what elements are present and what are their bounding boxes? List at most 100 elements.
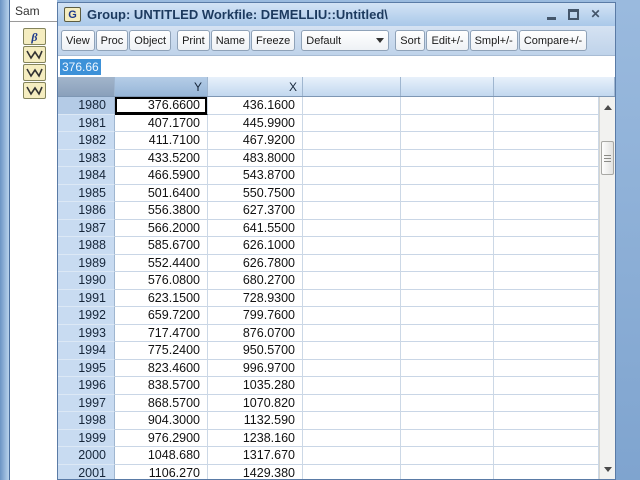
row-label[interactable]: 1985 xyxy=(58,184,115,202)
column-header-y[interactable]: Y xyxy=(115,77,208,96)
cell-empty[interactable] xyxy=(303,237,401,255)
cell-empty[interactable] xyxy=(303,307,401,325)
cell-empty[interactable] xyxy=(401,447,494,465)
vertical-scrollbar[interactable] xyxy=(599,97,615,479)
cell-x[interactable]: 876.0700 xyxy=(208,324,303,342)
cell-empty[interactable] xyxy=(494,324,599,342)
cell-empty[interactable] xyxy=(303,359,401,377)
cell-empty[interactable] xyxy=(401,132,494,150)
cell-empty[interactable] xyxy=(401,254,494,272)
cell-y[interactable]: 556.3800 xyxy=(115,202,208,220)
cell-empty[interactable] xyxy=(303,412,401,430)
cell-x[interactable]: 680.2700 xyxy=(208,272,303,290)
cell-x[interactable]: 626.1000 xyxy=(208,237,303,255)
toolbar-button-view[interactable]: View xyxy=(61,30,95,51)
cell-empty[interactable] xyxy=(494,394,599,412)
cell-empty[interactable] xyxy=(401,464,494,479)
row-label[interactable]: 1981 xyxy=(58,114,115,132)
series-icon[interactable] xyxy=(23,64,46,81)
cell-empty[interactable] xyxy=(494,447,599,465)
cell-x[interactable]: 445.9900 xyxy=(208,114,303,132)
cell-empty[interactable] xyxy=(303,394,401,412)
cell-y[interactable]: 775.2400 xyxy=(115,342,208,360)
cell-empty[interactable] xyxy=(303,254,401,272)
cell-x[interactable]: 1035.280 xyxy=(208,377,303,395)
cell-y[interactable]: 376.6600 xyxy=(115,97,208,115)
cell-empty[interactable] xyxy=(303,219,401,237)
cell-empty[interactable] xyxy=(303,447,401,465)
toolbar-button-freeze[interactable]: Freeze xyxy=(251,30,296,51)
cell-y[interactable]: 576.0800 xyxy=(115,272,208,290)
cell-empty[interactable] xyxy=(494,429,599,447)
cell-empty[interactable] xyxy=(401,219,494,237)
cell-x[interactable]: 550.7500 xyxy=(208,184,303,202)
cell-empty[interactable] xyxy=(303,289,401,307)
toolbar-button-name[interactable]: Name xyxy=(210,30,251,51)
series-icon[interactable] xyxy=(23,82,46,99)
column-header-empty[interactable] xyxy=(303,77,401,96)
cell-x[interactable]: 436.1600 xyxy=(208,97,303,115)
cell-empty[interactable] xyxy=(494,377,599,395)
row-label[interactable]: 1990 xyxy=(58,272,115,290)
cell-x[interactable]: 799.7600 xyxy=(208,307,303,325)
cell-y[interactable]: 976.2900 xyxy=(115,429,208,447)
maximize-button[interactable] xyxy=(568,9,579,20)
cell-x[interactable]: 950.5700 xyxy=(208,342,303,360)
toolbar-button-object[interactable]: Object xyxy=(129,30,172,51)
cell-x[interactable]: 996.9700 xyxy=(208,359,303,377)
toolbar-button-sort[interactable]: Sort xyxy=(395,30,426,51)
cell-y[interactable]: 433.5200 xyxy=(115,149,208,167)
row-label[interactable]: 1983 xyxy=(58,149,115,167)
cell-x[interactable]: 626.7800 xyxy=(208,254,303,272)
cell-y[interactable]: 566.2000 xyxy=(115,219,208,237)
cell-empty[interactable] xyxy=(494,307,599,325)
cell-empty[interactable] xyxy=(401,394,494,412)
cell-empty[interactable] xyxy=(303,149,401,167)
cell-empty[interactable] xyxy=(401,237,494,255)
cell-empty[interactable] xyxy=(303,167,401,185)
close-button[interactable]: ✕ xyxy=(590,7,601,21)
cell-empty[interactable] xyxy=(494,149,599,167)
toolbar-button-smpl[interactable]: Smpl+/- xyxy=(469,30,518,51)
cell-empty[interactable] xyxy=(401,272,494,290)
cell-empty[interactable] xyxy=(303,377,401,395)
row-label[interactable]: 1993 xyxy=(58,324,115,342)
cell-x[interactable]: 467.9200 xyxy=(208,132,303,150)
cell-empty[interactable] xyxy=(494,254,599,272)
cell-y[interactable]: 823.4600 xyxy=(115,359,208,377)
cell-y[interactable]: 552.4400 xyxy=(115,254,208,272)
cell-empty[interactable] xyxy=(494,202,599,220)
row-label[interactable]: 1987 xyxy=(58,219,115,237)
cell-empty[interactable] xyxy=(401,359,494,377)
column-header-empty[interactable] xyxy=(401,77,494,96)
series-icon[interactable] xyxy=(23,46,46,63)
cell-empty[interactable] xyxy=(303,324,401,342)
cell-y[interactable]: 501.6400 xyxy=(115,184,208,202)
cell-empty[interactable] xyxy=(401,342,494,360)
cell-empty[interactable] xyxy=(494,342,599,360)
cell-empty[interactable] xyxy=(494,289,599,307)
minimize-button[interactable] xyxy=(546,9,557,20)
cell-empty[interactable] xyxy=(401,412,494,430)
cell-empty[interactable] xyxy=(303,202,401,220)
cell-empty[interactable] xyxy=(401,167,494,185)
row-label[interactable]: 1988 xyxy=(58,237,115,255)
row-label[interactable]: 1998 xyxy=(58,412,115,430)
cell-empty[interactable] xyxy=(303,429,401,447)
column-header-empty[interactable] xyxy=(494,77,615,96)
cell-empty[interactable] xyxy=(494,272,599,290)
cell-y[interactable]: 466.5900 xyxy=(115,167,208,185)
cell-empty[interactable] xyxy=(401,324,494,342)
row-label[interactable]: 1980 xyxy=(58,97,115,115)
cell-empty[interactable] xyxy=(401,97,494,115)
row-label[interactable]: 1996 xyxy=(58,377,115,395)
column-header-x[interactable]: X xyxy=(208,77,303,96)
cell-x[interactable]: 1238.160 xyxy=(208,429,303,447)
cell-empty[interactable] xyxy=(494,132,599,150)
cell-empty[interactable] xyxy=(303,272,401,290)
cell-y[interactable]: 717.4700 xyxy=(115,324,208,342)
cell-x[interactable]: 543.8700 xyxy=(208,167,303,185)
display-mode-dropdown[interactable]: Default xyxy=(301,30,390,51)
cell-empty[interactable] xyxy=(494,237,599,255)
row-label[interactable]: 1989 xyxy=(58,254,115,272)
